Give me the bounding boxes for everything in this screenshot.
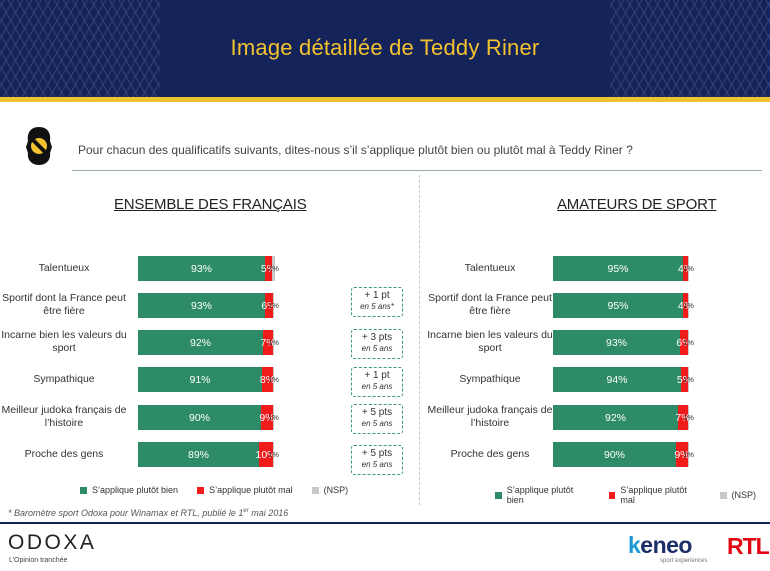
- page-title: Image détaillée de Teddy Riner: [230, 35, 540, 60]
- bar-segment-bad: 6%: [261, 293, 277, 318]
- bar-segment-nsp: 1%: [268, 367, 279, 392]
- bar-segment-good: 92%: [553, 405, 678, 430]
- bar-segment-nsp: 1%: [268, 405, 279, 430]
- evolution-value: + 1 pt: [364, 370, 390, 381]
- legend-swatch-nsp: [311, 486, 319, 494]
- bar-segment-good: 95%: [553, 293, 683, 318]
- bar-segment-bad: 9%: [259, 405, 275, 430]
- bar-segment-good: 94%: [553, 367, 681, 392]
- keneo-subtitle: sport experiences: [660, 558, 708, 564]
- evolution-period: en 5 ans: [361, 344, 393, 353]
- keneo-logo: keneo: [628, 532, 692, 559]
- legend-label: (NSP): [323, 485, 349, 495]
- bar-segment-good: 93%: [138, 256, 265, 281]
- evolution-badge: + 5 pts en 5 ans: [351, 404, 403, 434]
- bar-segment-bad: 7%: [260, 330, 276, 355]
- chart-legend: S’applique plutôt bien S’applique plutôt …: [80, 485, 362, 495]
- row-label: Incarne bien les valeurs du sport: [427, 329, 553, 354]
- row-label: Sportif dont la France peut être fière: [2, 292, 126, 317]
- bar-segment-bad: 9%: [674, 442, 690, 467]
- row-label: Sympathique: [459, 373, 521, 385]
- bar-segment-nsp: 1%: [683, 367, 694, 392]
- bar-segment-nsp: 1%: [683, 293, 694, 318]
- row-label: Proche des gens: [24, 448, 104, 460]
- legend-label: S’applique plutôt bien: [506, 485, 574, 505]
- legend-swatch-good: [80, 486, 87, 494]
- gold-divider: [0, 97, 770, 102]
- bar-segment-nsp: 1%: [268, 442, 279, 467]
- keneo-logo-rest: eneo: [640, 532, 692, 558]
- bar-segment-good: 92%: [138, 330, 263, 355]
- bar-segment-nsp: 1%: [268, 330, 279, 355]
- bar-segment-bad: 7%: [675, 405, 691, 430]
- evolution-period: en 5 ans*: [360, 302, 394, 311]
- bar-segment-bad: 10%: [256, 442, 277, 467]
- row-label: Meilleur judoka français de l’histoire: [1, 404, 127, 429]
- bar-segment-good: 90%: [138, 405, 261, 430]
- bar-segment-good: 89%: [138, 442, 259, 467]
- bar-segment-good: 95%: [553, 256, 683, 281]
- evolution-value: + 5 pts: [361, 407, 393, 418]
- evolution-period: en 5 ans: [361, 419, 393, 428]
- evolution-badge: + 5 pts en 5 ans: [351, 445, 403, 475]
- bar-segment-bad: 8%: [260, 367, 275, 392]
- chart-legend: S’applique plutôt bien S’applique plutôt …: [495, 485, 770, 505]
- header-banner: Image détaillée de Teddy Riner: [0, 0, 770, 97]
- question-divider: [72, 170, 762, 171]
- odoxa-logo: ODOXA: [8, 531, 97, 554]
- bar-segment-good: 91%: [138, 367, 262, 392]
- panel-title-ensemble: ENSEMBLE DES FRANÇAIS: [114, 196, 307, 213]
- bar-segment-good: 93%: [138, 293, 265, 318]
- bar-segment-bad: 6%: [676, 330, 692, 355]
- keneo-logo-k: k: [628, 532, 641, 558]
- legend-swatch-nsp: [719, 491, 727, 499]
- row-label: Sympathique: [33, 373, 95, 385]
- panel-title-amateurs: AMATEURS DE SPORT: [557, 196, 717, 213]
- bar-segment-nsp: 1%: [683, 442, 694, 467]
- question-text: Pour chacun des qualificatifs suivants, …: [78, 143, 633, 157]
- evolution-value: + 1 pt: [364, 290, 390, 301]
- footnote-text: * Baromètre sport Odoxa pour Winamax et …: [8, 508, 244, 518]
- legend-swatch-bad: [608, 491, 616, 499]
- bar-segment-good: 90%: [553, 442, 676, 467]
- rtl-logo: RTL: [727, 533, 770, 559]
- legend-label: (NSP): [731, 490, 757, 500]
- panel-separator: [419, 175, 420, 505]
- footer-divider: [0, 522, 770, 524]
- footnote: * Baromètre sport Odoxa pour Winamax et …: [8, 508, 288, 518]
- footnote-sup: er: [243, 508, 249, 514]
- row-label: Sportif dont la France peut être fière: [428, 292, 552, 317]
- row-label: Talentueux: [38, 262, 90, 274]
- bar-segment-nsp: 2%: [268, 256, 279, 281]
- row-label: Proche des gens: [450, 448, 530, 460]
- bar-segment-good: 93%: [553, 330, 680, 355]
- evolution-value: + 5 pts: [361, 448, 393, 459]
- evolution-value: + 3 pts: [361, 332, 393, 343]
- odoxa-logo-icon: [26, 127, 52, 165]
- legend-label: S’applique plutôt mal: [620, 485, 687, 505]
- legend-label: S’applique plutôt bien: [92, 485, 179, 495]
- legend-swatch-good: [495, 491, 502, 499]
- legend-swatch-bad: [197, 486, 205, 494]
- footnote-tail: mai 2016: [248, 508, 289, 518]
- header-pattern-left: [0, 0, 160, 97]
- bar-segment-nsp: 1%: [683, 330, 694, 355]
- header-pattern-right: [610, 0, 770, 97]
- evolution-period: en 5 ans: [361, 382, 393, 391]
- legend-label: S’applique plutôt mal: [209, 485, 293, 495]
- evolution-badge: + 1 pt en 5 ans: [351, 367, 403, 397]
- evolution-badge: + 1 pt en 5 ans*: [351, 287, 403, 317]
- evolution-badge: + 3 pts en 5 ans: [351, 329, 403, 359]
- odoxa-tagline: L’Opinion tranchée: [9, 557, 68, 564]
- bar-segment-nsp: 1%: [683, 405, 694, 430]
- bar-segment-nsp: 1%: [683, 256, 694, 281]
- row-label: Meilleur judoka français de l’histoire: [427, 404, 553, 429]
- row-label: Talentueux: [464, 262, 516, 274]
- row-label: Incarne bien les valeurs du sport: [1, 329, 127, 354]
- evolution-period: en 5 ans: [361, 460, 393, 469]
- bar-segment-nsp: 1%: [268, 293, 279, 318]
